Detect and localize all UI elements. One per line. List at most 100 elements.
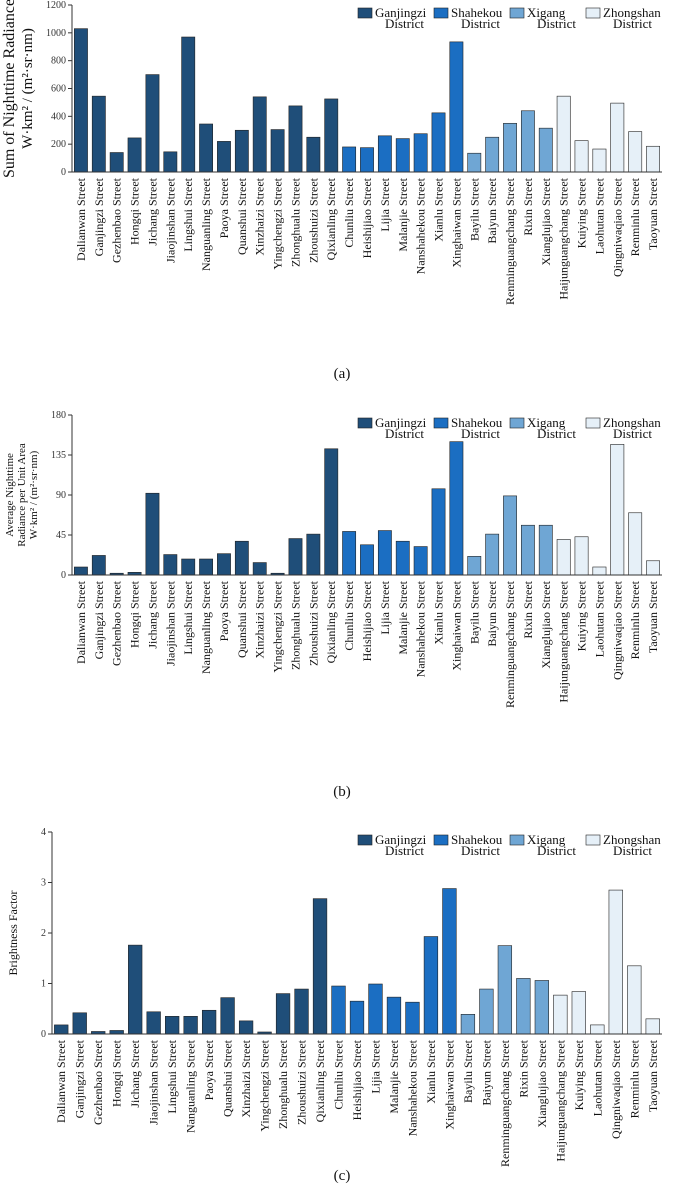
bar (646, 145, 660, 173)
bar (238, 1020, 254, 1035)
bar (163, 554, 178, 576)
x-tick-label: Rixin Street (516, 1039, 530, 1097)
bar (610, 444, 625, 576)
x-tick-label: Jichang Street (145, 580, 159, 648)
bar (395, 138, 410, 173)
x-tick-label: Taoyuan Street (646, 177, 660, 250)
x-tick-label: Nanshahekou Street (405, 1039, 419, 1136)
x-tick-label: Xinzhaizi Street (253, 580, 267, 658)
x-tick-label: Heishijiao Street (360, 580, 374, 661)
bar (442, 888, 457, 1035)
bar (306, 533, 321, 576)
y-axis-label: W·km² / (m²·sr·nm) (20, 28, 36, 149)
legend-label: Xigang District (527, 832, 576, 858)
bar (646, 560, 660, 576)
bar (199, 123, 214, 173)
x-tick-label: Gezhenbao Street (91, 1039, 105, 1125)
x-tick-label: Ganjingzi Street (92, 580, 106, 659)
bar (324, 448, 339, 576)
x-tick-label: Ganjingzi Street (92, 177, 106, 256)
bar (165, 1016, 180, 1035)
x-tick-label: Xianlu Street (432, 177, 446, 241)
bar (342, 531, 357, 576)
bar (252, 96, 267, 173)
x-tick-label: Renminlu Street (628, 580, 642, 659)
x-tick-label: Baiyun Street (479, 1039, 493, 1105)
x-tick-label: Qingniwaqiao Street (610, 177, 624, 277)
y-axis-label: Radiance per Unit Area (16, 443, 28, 547)
bar (368, 983, 383, 1035)
x-tick-label: Paoya Street (217, 177, 231, 238)
y-axis-label: Average Nighttime (4, 453, 16, 537)
bar (485, 136, 500, 173)
bar (220, 997, 235, 1035)
x-tick-label: Heishijiao Street (360, 177, 374, 258)
bar (270, 129, 285, 173)
bar (645, 1018, 660, 1035)
x-tick-label: Kuiying Street (572, 1039, 586, 1110)
bar (128, 944, 143, 1035)
x-tick-label: Kuiying Street (575, 177, 589, 248)
x-tick-label: Gezhenbao Street (110, 177, 124, 263)
bar (534, 980, 549, 1035)
bar (324, 98, 339, 173)
bar (556, 539, 571, 576)
bar (72, 1012, 87, 1035)
x-tick-label: Qixianling Street (324, 580, 338, 663)
x-tick-label: Jiaojinshan Street (147, 1039, 161, 1125)
y-tick-label: 180 (51, 410, 66, 421)
bar (556, 95, 571, 173)
bar (145, 492, 160, 576)
legend-label: Xigang District (527, 5, 576, 31)
x-tick-label: Jiaojinshan Street (163, 177, 177, 263)
legend-label: Zhongshan District (603, 5, 664, 31)
bar (183, 1016, 198, 1035)
x-tick-label: Dalianwan Street (74, 580, 88, 664)
bar (234, 129, 249, 173)
legend-label: Xigang District (527, 415, 576, 441)
bar (294, 988, 309, 1035)
y-tick-label: 800 (51, 56, 66, 67)
legend-swatch (509, 7, 525, 19)
bar (627, 965, 642, 1035)
x-tick-label: Hongqi Street (128, 177, 142, 245)
y-tick-label: 3 (41, 878, 46, 889)
x-tick-label: Jichang Street (145, 177, 159, 245)
bar (413, 546, 428, 576)
x-tick-label: Malanjie Street (396, 177, 410, 251)
bar (460, 1014, 476, 1035)
bar (349, 1000, 365, 1035)
x-tick-label: Lingshui Street (165, 1039, 179, 1113)
legend-swatch (433, 417, 449, 429)
bar (201, 1009, 217, 1035)
x-tick-label: Baiyun Street (485, 580, 499, 646)
x-tick-label: Zhoushuizi Street (306, 177, 320, 263)
x-tick-label: Renminguangchang Street (503, 580, 517, 708)
x-tick-label: Zhoushuizi Street (306, 580, 320, 666)
legend-swatch (509, 417, 525, 429)
x-tick-label: Renminguangchang Street (498, 1039, 512, 1167)
x-tick-label: Paoya Street (217, 580, 231, 641)
x-tick-label: Rixin Street (521, 580, 535, 638)
bar (520, 524, 535, 576)
x-tick-label: Xianglujiao Street (535, 1039, 549, 1127)
legend-swatch (433, 7, 449, 19)
x-tick-label: Malanjie Street (396, 580, 410, 654)
bar (449, 41, 464, 173)
bar (234, 540, 249, 576)
bar (54, 1024, 69, 1035)
x-tick-label: Lingshui Street (181, 580, 195, 654)
x-tick-label: Qixianling Street (324, 177, 338, 260)
x-tick-label: Chunliu Street (342, 177, 356, 247)
x-tick-label: Nanguanling Street (199, 177, 213, 271)
bar (74, 566, 88, 576)
legend-swatch (585, 834, 601, 846)
x-tick-label: Chunliu Street (332, 1039, 346, 1109)
x-tick-label: Chunliu Street (342, 580, 356, 650)
bar (181, 36, 196, 173)
x-tick-label: Nanshahekou Street (414, 177, 428, 274)
legend-label: Ganjingzi District (375, 5, 430, 31)
legend-label: Ganjingzi District (375, 415, 430, 441)
legend-label: Ganjingzi District (375, 832, 430, 858)
